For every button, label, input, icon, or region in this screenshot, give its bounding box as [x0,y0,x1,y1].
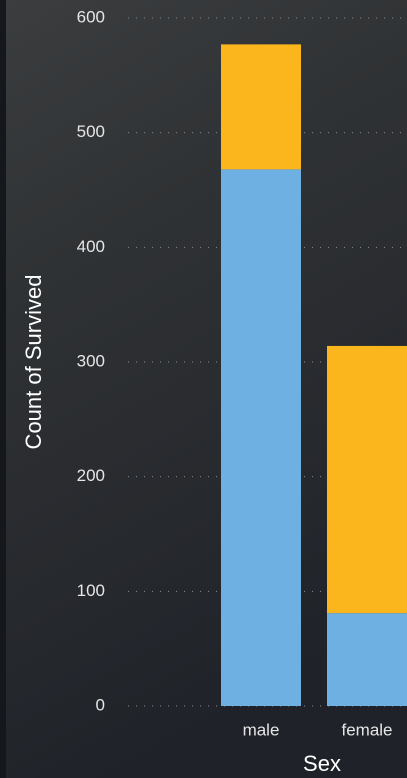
bar-segment [221,44,301,170]
y-tick-label: 200 [77,466,105,485]
bar-segment [327,613,407,706]
x-tick-label: male [243,720,280,739]
y-tick-label: 500 [77,122,105,141]
y-tick-label: 0 [96,695,105,714]
x-tick-label: female [341,720,392,739]
y-tick-label: 400 [77,237,105,256]
y-axis-title: Count of Survived [21,275,46,450]
x-axis-title: Sex [303,751,341,776]
y-tick-label: 300 [77,351,105,370]
y-tick-label: 100 [77,581,105,600]
left-edge [0,0,6,778]
y-tick-label: 600 [77,7,105,26]
bar-segment [221,169,301,707]
bar-segment [327,345,407,614]
